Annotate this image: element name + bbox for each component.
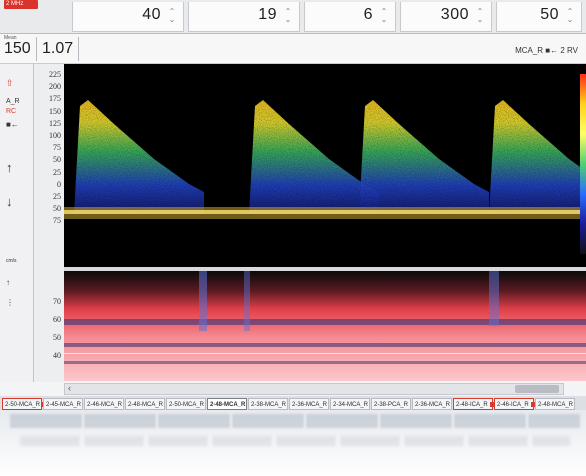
recording-tab-label: 2-50-MCA_R <box>169 402 205 408</box>
vessel-label: MCA_R ■← 2 RV <box>515 46 578 55</box>
reflection-strip <box>10 414 580 428</box>
arrow-down-icon[interactable]: ↓ <box>6 194 13 209</box>
recording-tab[interactable]: 2-36-MCA_R <box>412 398 452 410</box>
velocity-tick-label: 200 <box>49 82 61 92</box>
recording-tab-label: 2-36-MCA_R <box>415 402 451 408</box>
recording-tab-label: 2-48-MCA_R <box>210 402 246 408</box>
velocity-tick-label: 75 <box>53 216 61 226</box>
recording-tab-label: 2-38-PCA_R <box>374 402 409 408</box>
spinner-icon[interactable]: ⌃ ⌄ <box>168 7 176 24</box>
velocity-tick-label: 50 <box>53 204 61 214</box>
divider <box>36 37 37 61</box>
recording-tab[interactable]: 2-48-MCA_R <box>535 398 575 410</box>
recording-tab[interactable]: 2-48-ICA_R <box>453 398 495 410</box>
color-scale-bar <box>580 74 586 254</box>
unit-label: cm/s <box>6 258 17 264</box>
recording-tab[interactable]: 2-38-MCA_R <box>248 398 288 410</box>
waveform-speckle <box>74 100 204 214</box>
depth-tick-label: 50 <box>53 333 61 342</box>
recording-tab[interactable]: 2-34-MCA_R <box>330 398 370 410</box>
probe-frequency-badge[interactable]: 2 MHz <box>4 0 38 9</box>
recording-tab[interactable]: 2-38-PCA_R <box>371 398 411 410</box>
recording-tab-label: 2-50-MCA_R <box>5 402 41 408</box>
recording-tab[interactable]: 2-48-MCA_R <box>207 398 247 410</box>
power-value[interactable]: 40 <box>142 6 161 23</box>
scroll-left-icon[interactable]: ‹ <box>68 383 71 393</box>
depth-control[interactable]: 50 ⌃ ⌄ <box>496 2 582 32</box>
waveform-speckle <box>489 100 586 214</box>
doppler-app-window: 2 MHz 40 ⌃ ⌄ 19 ⌃ ⌄ 6 ⌃ ⌄ 300 ⌃ ⌄ 50 ⌃ ⌄ Mean… <box>0 0 586 410</box>
velocity-tick-label: 125 <box>49 118 61 128</box>
recording-tab[interactable]: 2-46-MCA_R <box>84 398 124 410</box>
mean-velocity-value: 150 <box>4 40 31 57</box>
more-dots-icon[interactable]: ⋮ <box>6 298 14 307</box>
recording-tab[interactable]: 2-48-MCA_R <box>125 398 165 410</box>
gain-value[interactable]: 19 <box>258 6 277 23</box>
panel-divider[interactable] <box>64 267 586 271</box>
velocity-tick-label: 100 <box>49 131 61 140</box>
recording-tab-label: 2-48-MCA_R <box>538 402 574 408</box>
recording-tab-label: 2-48-MCA_R <box>128 402 164 408</box>
power-control[interactable]: 40 ⌃ ⌄ <box>72 2 184 32</box>
recording-tab-label: 2-38-MCA_R <box>251 402 287 408</box>
depth-tick-label: 60 <box>53 315 61 324</box>
sample-volume-control[interactable]: 6 ⌃ ⌄ <box>304 2 396 32</box>
spinner-icon[interactable]: ⌃ ⌄ <box>566 7 574 24</box>
sample-volume-value[interactable]: 6 <box>363 6 373 23</box>
velocity-tick-label: 150 <box>49 106 61 116</box>
recording-tab-label: 2-46-ICA_R <box>497 402 529 408</box>
recording-tab[interactable]: 2-46-ICA_R <box>494 398 536 410</box>
scrollbar-thumb[interactable] <box>515 385 559 393</box>
m-mode-display[interactable] <box>64 271 586 381</box>
recording-tab[interactable]: 2-50-MCA_R <box>166 398 206 410</box>
left-toolbar: ⇧ A_R RC ■← ↑ ↓ cm/s ↑ ⋮ <box>0 64 34 382</box>
velocity-tick-label: 75 <box>53 143 61 153</box>
depth-value[interactable]: 50 <box>540 6 559 23</box>
velocity-tick-label: 175 <box>49 94 61 104</box>
sidebar-label-a[interactable]: A_R <box>6 98 20 105</box>
recording-tab[interactable]: 2-50-MCA_R <box>2 398 48 410</box>
arrow-up-small-icon[interactable]: ↑ <box>6 278 10 287</box>
sidebar-label-b[interactable]: RC <box>6 108 17 115</box>
waveform-speckle <box>249 100 379 214</box>
velocity-tick-label: 0 <box>57 179 61 189</box>
spinner-icon[interactable]: ⌃ ⌄ <box>284 7 292 24</box>
velocity-axis: 225 200 175 150 125 100 75 50 25 0 25 50 75 <box>34 64 64 382</box>
measurement-row: Mean 150 1.07 MCA_R ■← 2 RV <box>0 34 586 64</box>
recording-tab-label: 2-34-MCA_R <box>333 402 369 408</box>
depth-tick-label: 40 <box>53 351 61 360</box>
gain-control[interactable]: 19 ⌃ ⌄ <box>188 2 300 32</box>
scale-control[interactable]: 300 ⌃ ⌄ <box>400 2 492 32</box>
flag-icon <box>489 401 495 407</box>
up-arrow-icon[interactable]: ⇧ <box>6 78 14 88</box>
divider <box>78 37 79 61</box>
velocity-tick-label: 25 <box>53 192 61 201</box>
reflection-strip <box>20 436 570 446</box>
flag-icon <box>530 401 536 407</box>
recording-tab-label: 2-46-MCA_R <box>87 402 123 408</box>
timeline-scrollbar[interactable]: ‹ <box>64 383 564 395</box>
recording-tab-label: 2-48-ICA_R <box>456 402 488 408</box>
arrow-up-icon[interactable]: ↑ <box>6 160 13 175</box>
doppler-spectrum[interactable] <box>64 64 586 267</box>
spinner-icon[interactable]: ⌃ ⌄ <box>380 7 388 24</box>
depth-tick-label: 70 <box>53 297 61 306</box>
waveform-speckle <box>359 100 489 214</box>
recording-tab-label: 2-36-MCA_R <box>292 402 328 408</box>
scale-value[interactable]: 300 <box>440 6 469 23</box>
velocity-tick-label: 50 <box>53 155 61 165</box>
recording-tab-label: 2-45-MCA_R <box>46 402 82 408</box>
recording-tab[interactable]: 2-45-MCA_R <box>43 398 83 410</box>
velocity-tick-label: 225 <box>49 70 61 79</box>
recording-tab[interactable]: 2-36-MCA_R <box>289 398 329 410</box>
parameter-toolbar: 2 MHz 40 ⌃ ⌄ 19 ⌃ ⌄ 6 ⌃ ⌄ 300 ⌃ ⌄ 50 ⌃ ⌄ <box>0 0 586 34</box>
flow-marker-icon[interactable]: ■← <box>6 120 19 129</box>
depth-caption: Mean <box>4 35 17 41</box>
pulsatility-index-value: 1.07 <box>42 40 74 57</box>
recording-tabs: 2-50-MCA_R 2-45-MCA_R 2-46-MCA_R 2-48-MCA_R… <box>0 396 586 410</box>
velocity-tick-label: 25 <box>53 167 61 177</box>
screen-reflection <box>0 410 586 476</box>
depth-axis: 70 60 50 40 <box>34 271 64 381</box>
spinner-icon[interactable]: ⌃ ⌄ <box>476 7 484 24</box>
